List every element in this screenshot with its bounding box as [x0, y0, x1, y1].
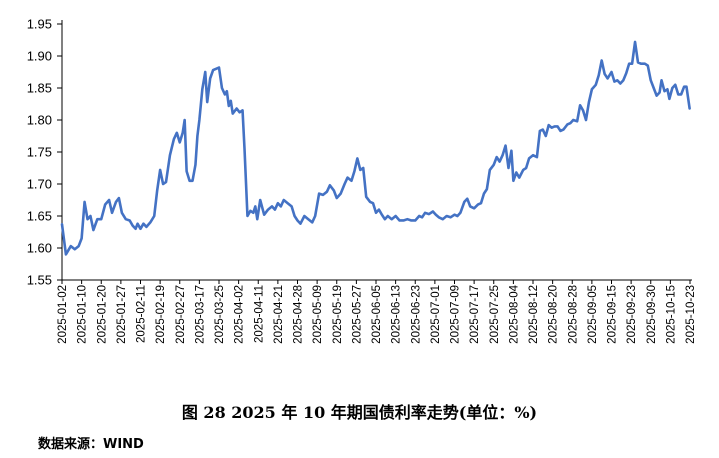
figure-caption: 图 28 2025 年 10 年期国债利率走势(单位：%): [181, 403, 538, 422]
y-tick-label: 1.95: [27, 17, 52, 32]
x-tick-label: 2025-10-23: [685, 285, 697, 344]
y-axis: 1.55 1.60 1.65 1.70 1.75 1.80 1.85 1.90 1.95: [27, 17, 63, 288]
y-tick-label: 1.60: [27, 241, 52, 256]
x-tick-label: 2025-02-19: [155, 285, 167, 344]
x-tick-label: 2025-05-19: [332, 285, 344, 344]
y-tick-label: 1.90: [27, 49, 52, 64]
x-tick-label: 2025-09-30: [646, 285, 658, 344]
data-source-note: 数据来源：WIND: [38, 437, 144, 452]
x-tick-label: 2025-06-13: [391, 285, 403, 344]
x-tick-label: 2025-09-15: [607, 285, 619, 344]
x-tick-label: 2025-05-27: [351, 285, 363, 344]
y-tick-label: 1.70: [27, 177, 52, 192]
x-tick-label: 2025-01-10: [77, 285, 89, 344]
x-tick-label: 2025-09-23: [626, 285, 638, 344]
y-tick-label: 1.85: [27, 81, 52, 96]
x-tick-label: 2025-10-15: [665, 285, 677, 344]
x-tick-label: 2025-05-09: [312, 285, 324, 344]
x-tick-label: 2025-09-05: [587, 285, 599, 344]
x-tick-label: 2025-08-12: [528, 285, 540, 344]
x-tick-label: 2025-07-01: [430, 285, 442, 344]
y-tick-label: 1.75: [27, 145, 52, 160]
x-tick-label: 2025-08-28: [567, 285, 579, 344]
x-tick-label: 2025-01-20: [96, 285, 108, 344]
y-tick-label: 1.80: [27, 113, 52, 128]
x-tick-label: 2025-03-25: [214, 285, 226, 344]
x-tick-label: 2025-08-04: [508, 284, 520, 343]
series-layer: [60, 40, 691, 256]
x-tick-label: 2025-04-28: [293, 285, 305, 344]
line-chart: 1.55 1.60 1.65 1.70 1.75 1.80 1.85 1.90 1.95 202…: [27, 17, 697, 344]
x-tick-label: 2025-04-11: [253, 285, 265, 343]
x-tick-label: 2025-03-17: [194, 285, 206, 344]
y-tick-label: 1.65: [27, 209, 52, 224]
x-tick-label: 2025-02-11: [136, 285, 148, 343]
x-tick-label: 2025-04-02: [234, 285, 246, 344]
x-tick-label: 2025-02-27: [175, 285, 187, 344]
x-tick-label: 2025-06-05: [371, 285, 383, 344]
x-tick-label: 2025-06-23: [410, 285, 422, 344]
series-line-0: [60, 40, 691, 256]
x-tick-label: 2025-07-25: [489, 285, 501, 344]
x-tick-label: 2025-04-21: [273, 285, 285, 344]
x-tick-label: 2025-08-20: [548, 285, 560, 344]
x-tick-label: 2025-01-27: [116, 285, 128, 344]
x-tick-label: 2025-01-02: [57, 285, 69, 344]
x-axis: 2025-01-02 2025-01-10 2025-01-20 2025-01-27…: [57, 279, 697, 344]
x-tick-label: 2025-07-17: [469, 285, 481, 344]
x-tick-label: 2025-07-09: [450, 285, 462, 344]
y-tick-label: 1.55: [27, 273, 52, 288]
